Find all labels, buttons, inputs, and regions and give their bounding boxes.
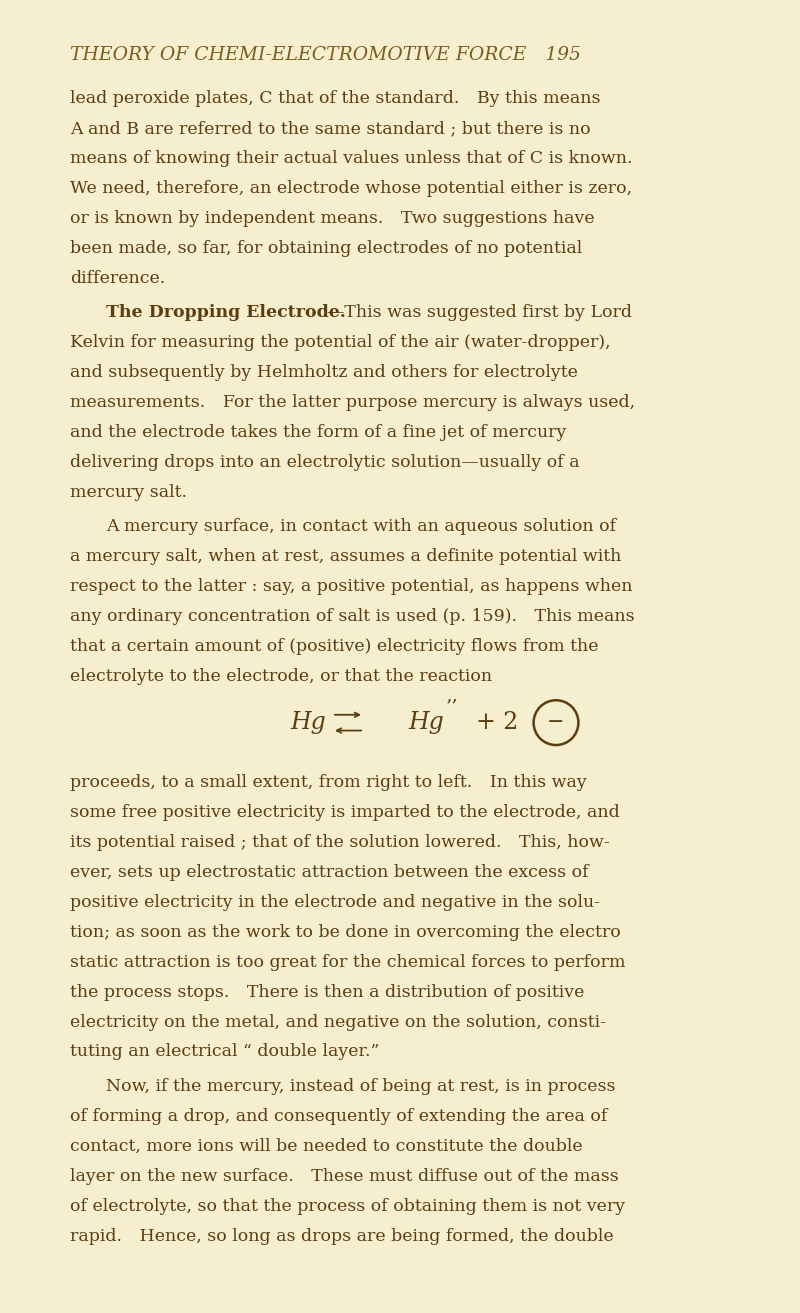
- Text: A and B are referred to the same standard ; but there is no: A and B are referred to the same standar…: [70, 119, 591, 137]
- Text: a mercury salt, when at rest, assumes a definite potential with: a mercury salt, when at rest, assumes a …: [70, 548, 622, 565]
- Text: measurements.  For the latter purpose mercury is always used,: measurements. For the latter purpose mer…: [70, 394, 635, 411]
- Text: Kelvin for measuring the potential of the air (water-dropper),: Kelvin for measuring the potential of th…: [70, 334, 611, 351]
- Text: static attraction is too great for the chemical forces to perform: static attraction is too great for the c…: [70, 953, 626, 970]
- Text: mercury salt.: mercury salt.: [70, 483, 187, 500]
- Text: We need, therefore, an electrode whose potential either is zero,: We need, therefore, an electrode whose p…: [70, 180, 633, 197]
- Text: THEORY OF CHEMI-ELECTROMOTIVE FORCE 195: THEORY OF CHEMI-ELECTROMOTIVE FORCE 195: [70, 46, 582, 64]
- Text: rapid.  Hence, so long as drops are being formed, the double: rapid. Hence, so long as drops are being…: [70, 1228, 614, 1245]
- Text: —This was suggested first by Lord: —This was suggested first by Lord: [327, 305, 632, 320]
- Text: electrolyte to the electrode, or that the reaction: electrolyte to the electrode, or that th…: [70, 668, 493, 685]
- Text: delivering drops into an electrolytic solution—usually of a: delivering drops into an electrolytic so…: [70, 454, 580, 470]
- Text: lead peroxide plates, C that of the standard.  By this means: lead peroxide plates, C that of the stan…: [70, 91, 601, 106]
- Text: proceeds, to a small extent, from right to left.  In this way: proceeds, to a small extent, from right …: [70, 775, 587, 790]
- Text: and subsequently by Helmholtz and others for electrolyte: and subsequently by Helmholtz and others…: [70, 364, 578, 381]
- Text: Hg: Hg: [408, 712, 444, 734]
- Text: The Dropping Electrode.: The Dropping Electrode.: [106, 305, 346, 320]
- Text: positive electricity in the electrode and negative in the solu-: positive electricity in the electrode an…: [70, 894, 600, 911]
- Text: + 2: + 2: [476, 712, 518, 734]
- Text: and the electrode takes the form of a fine jet of mercury: and the electrode takes the form of a fi…: [70, 424, 566, 441]
- Text: −: −: [547, 713, 565, 733]
- Text: Now, if the mercury, instead of being at rest, is in process: Now, if the mercury, instead of being at…: [106, 1078, 616, 1095]
- Text: means of knowing their actual values unless that of C is known.: means of knowing their actual values unl…: [70, 150, 633, 167]
- Text: ’’: ’’: [446, 699, 458, 716]
- Text: its potential raised ; that of the solution lowered.  This, how-: its potential raised ; that of the solut…: [70, 834, 610, 851]
- Text: electricity on the metal, and negative on the solution, consti-: electricity on the metal, and negative o…: [70, 1014, 606, 1031]
- Text: respect to the latter : say, a positive potential, as happens when: respect to the latter : say, a positive …: [70, 578, 633, 595]
- Text: tuting an electrical “ double layer.”: tuting an electrical “ double layer.”: [70, 1044, 380, 1061]
- Text: been made, so far, for obtaining electrodes of no potential: been made, so far, for obtaining electro…: [70, 240, 582, 256]
- Text: of forming a drop, and consequently of extending the area of: of forming a drop, and consequently of e…: [70, 1108, 608, 1125]
- Text: of electrolyte, so that the process of obtaining them is not very: of electrolyte, so that the process of o…: [70, 1197, 626, 1215]
- Text: contact, more ions will be needed to constitute the double: contact, more ions will be needed to con…: [70, 1138, 583, 1154]
- Text: Hg: Hg: [290, 712, 326, 734]
- Text: some free positive electricity is imparted to the electrode, and: some free positive electricity is impart…: [70, 804, 620, 821]
- Text: tion; as soon as the work to be done in overcoming the electro: tion; as soon as the work to be done in …: [70, 924, 621, 940]
- Text: any ordinary concentration of salt is used (p. 159).  This means: any ordinary concentration of salt is us…: [70, 608, 635, 625]
- Text: difference.: difference.: [70, 269, 166, 286]
- Text: ever, sets up electrostatic attraction between the excess of: ever, sets up electrostatic attraction b…: [70, 864, 589, 881]
- Text: or is known by independent means.  Two suggestions have: or is known by independent means. Two su…: [70, 210, 595, 227]
- Text: that a certain amount of (positive) electricity flows from the: that a certain amount of (positive) elec…: [70, 638, 599, 655]
- Text: the process stops.  There is then a distribution of positive: the process stops. There is then a distr…: [70, 983, 585, 1001]
- Text: A mercury surface, in contact with an aqueous solution of: A mercury surface, in contact with an aq…: [106, 519, 617, 536]
- Text: layer on the new surface.  These must diffuse out of the mass: layer on the new surface. These must dif…: [70, 1167, 619, 1184]
